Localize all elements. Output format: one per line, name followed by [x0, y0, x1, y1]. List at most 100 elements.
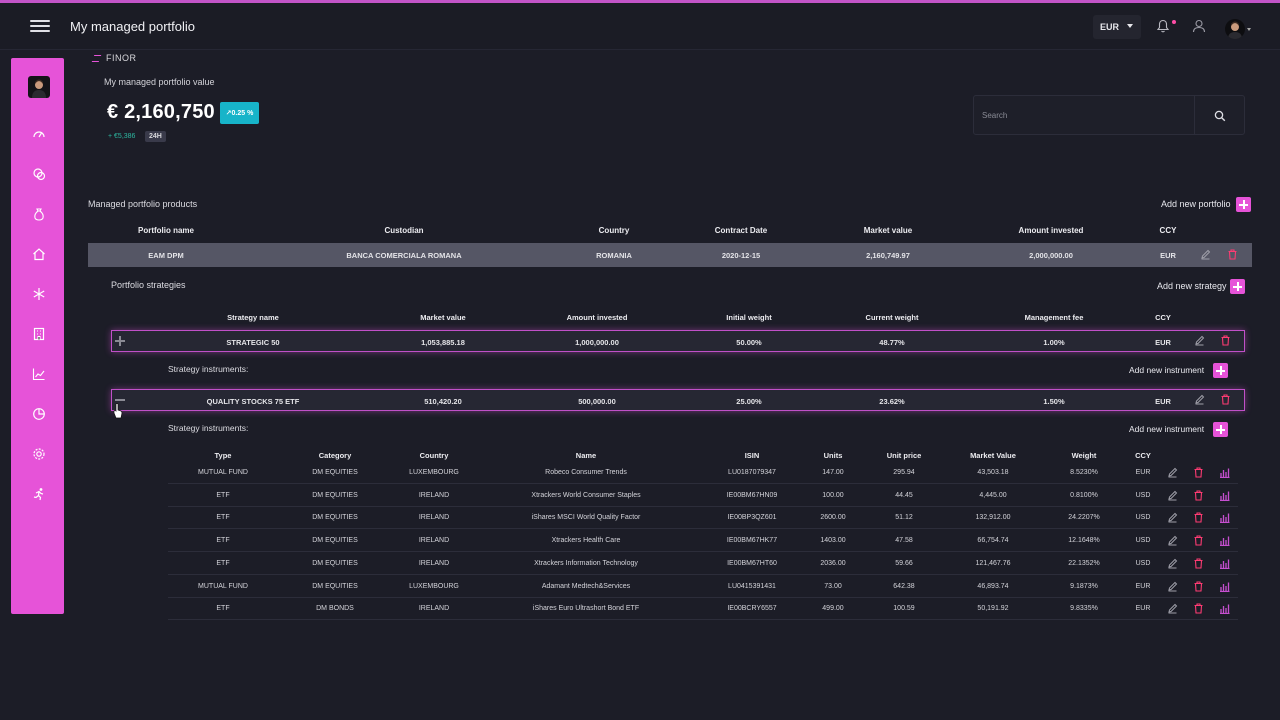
table-row[interactable]: MUTUAL FUND DM EQUITIES LUXEMBOURG Robeco C…	[168, 462, 1238, 484]
col-category: Category	[318, 451, 352, 460]
instrument-category: DM EQUITIES	[312, 469, 358, 476]
add-portfolio-button[interactable]: Add new portfolio	[1161, 199, 1231, 209]
edit-instrument-icon[interactable]	[1167, 535, 1178, 546]
dashboard-icon[interactable]	[32, 127, 46, 141]
edit-instrument-icon[interactable]	[1167, 490, 1178, 501]
add-strategy-plus-icon[interactable]	[1230, 279, 1245, 294]
col-instrument-market-value: Market Value	[970, 451, 1016, 460]
bell-icon[interactable]	[1156, 19, 1170, 33]
delete-instrument-icon[interactable]	[1193, 490, 1204, 501]
instrument-category: DM BONDS	[316, 605, 354, 613]
bar-chart-icon[interactable]	[1219, 603, 1230, 615]
building-icon[interactable]	[32, 327, 46, 341]
pie-chart-icon[interactable]	[32, 407, 46, 421]
table-row[interactable]: ETF DM EQUITIES IRELAND Xtrackers Informati…	[168, 553, 1238, 575]
edit-portfolio-icon[interactable]	[1200, 249, 1211, 260]
hamburger-menu-icon[interactable]	[30, 17, 50, 37]
table-row[interactable]: ETF DM EQUITIES IRELAND Xtrackers Health Ca…	[168, 530, 1238, 553]
strategy-initial-weight: 50.00%	[736, 338, 762, 347]
instrument-isin: LU0415391431	[728, 582, 776, 590]
instrument-category: DM EQUITIES	[312, 537, 358, 545]
add-portfolio-plus-icon[interactable]	[1236, 197, 1251, 212]
search-input[interactable]	[974, 96, 1194, 134]
instrument-units: 1403.00	[820, 537, 846, 545]
edit-instrument-icon[interactable]	[1167, 603, 1178, 614]
delete-strategy-icon[interactable]	[1220, 335, 1231, 346]
strategy-name: QUALITY STOCKS 75 ETF	[206, 397, 300, 406]
delete-strategy-icon[interactable]	[1220, 394, 1231, 405]
instrument-isin: IE00BM67HT60	[727, 559, 777, 567]
edit-instrument-icon[interactable]	[1167, 512, 1178, 523]
instrument-country: LUXEMBOURG	[409, 469, 459, 476]
strategy-current-weight: 48.77%	[879, 338, 905, 347]
col-amount-invested: Amount invested	[1018, 226, 1084, 235]
table-row[interactable]: ETF DM EQUITIES IRELAND iShares MSCI World …	[168, 507, 1238, 530]
table-row[interactable]: ETF DM BONDS IRELAND iShares Euro Ultrashor…	[168, 598, 1238, 621]
col-weight: Weight	[1071, 451, 1097, 460]
add-instrument-button[interactable]: Add new instrument	[1129, 424, 1205, 434]
sidebar-avatar[interactable]	[28, 76, 50, 98]
add-strategy-button[interactable]: Add new strategy	[1157, 281, 1227, 291]
strategy-ccy: EUR	[1155, 338, 1171, 347]
avatar[interactable]	[1225, 19, 1245, 39]
table-row[interactable]: MUTUAL FUND DM EQUITIES LUXEMBOURG Adamant …	[168, 576, 1238, 598]
portfolio-ccy: EUR	[1160, 251, 1176, 260]
avatar-chevron-icon[interactable]	[1247, 28, 1251, 31]
home-icon[interactable]	[32, 247, 46, 261]
collapse-minus-icon[interactable]	[115, 395, 125, 405]
delete-portfolio-icon[interactable]	[1227, 249, 1238, 260]
products-title: Managed portfolio products	[88, 199, 198, 209]
runner-icon[interactable]	[32, 487, 46, 501]
instrument-unit-price: 59.66	[895, 559, 913, 567]
user-icon[interactable]	[1192, 19, 1206, 33]
delete-instrument-icon[interactable]	[1193, 558, 1204, 569]
snowflake-icon[interactable]	[32, 287, 46, 301]
add-instrument-button[interactable]: Add new instrument	[1129, 365, 1205, 375]
bar-chart-icon[interactable]	[1219, 490, 1230, 501]
mouse-cursor-icon	[113, 403, 123, 419]
line-chart-icon[interactable]	[32, 367, 46, 381]
delete-instrument-icon[interactable]	[1193, 535, 1204, 546]
delete-instrument-icon[interactable]	[1193, 467, 1204, 478]
coins-icon[interactable]	[32, 167, 46, 181]
money-bag-icon[interactable]	[32, 207, 46, 221]
table-row[interactable]: ETF DM EQUITIES IRELAND Xtrackers World Con…	[168, 485, 1238, 507]
instrument-weight: 22.1352%	[1068, 559, 1100, 567]
instrument-isin: IE00BP3QZ601	[727, 514, 777, 522]
bar-chart-icon[interactable]	[1219, 512, 1230, 524]
add-instrument-plus-icon[interactable]	[1213, 363, 1228, 378]
edit-instrument-icon[interactable]	[1167, 558, 1178, 569]
portfolio-row[interactable]: EAM DPM BANCA COMERCIALA ROMANA ROMANIA …	[88, 243, 1252, 267]
currency-select[interactable]: EUR	[1093, 15, 1141, 39]
bar-chart-icon[interactable]	[1219, 467, 1230, 478]
strategy-row[interactable]: QUALITY STOCKS 75 ETF 510,420.20 500,000…	[111, 389, 1245, 411]
add-instrument-plus-icon[interactable]	[1213, 422, 1228, 437]
delete-instrument-icon[interactable]	[1193, 603, 1204, 614]
col-country: Country	[598, 226, 630, 235]
edit-instrument-icon[interactable]	[1167, 467, 1178, 478]
strategy-row[interactable]: STRATEGIC 50 1,053,885.18 1,000,000.00 5…	[111, 330, 1245, 352]
expand-plus-icon[interactable]	[115, 336, 125, 346]
edit-strategy-icon[interactable]	[1194, 335, 1205, 346]
search-box	[973, 95, 1245, 135]
bar-chart-icon[interactable]	[1219, 558, 1230, 569]
bar-chart-icon[interactable]	[1219, 535, 1230, 547]
edit-instrument-icon[interactable]	[1167, 581, 1178, 592]
instrument-unit-price: 642.38	[893, 582, 915, 590]
search-icon[interactable]	[1214, 110, 1226, 122]
col-name: Name	[575, 451, 597, 460]
bar-chart-icon[interactable]	[1219, 581, 1230, 592]
instrument-country: IRELAND	[418, 537, 450, 545]
settings-icon[interactable]	[32, 447, 46, 461]
instrument-units: 2600.00	[820, 514, 846, 522]
instrument-units: 147.00	[822, 469, 844, 476]
instrument-units: 2036.00	[820, 559, 846, 567]
delete-instrument-icon[interactable]	[1193, 580, 1204, 592]
delete-instrument-icon[interactable]	[1193, 512, 1204, 523]
col-current-weight: Current weight	[865, 313, 919, 322]
col-strategy-name: Strategy name	[227, 313, 279, 322]
col-contract-date: Contract Date	[714, 226, 768, 235]
edit-strategy-icon[interactable]	[1194, 394, 1205, 405]
instrument-ccy: EUR	[1135, 582, 1151, 590]
col-type: Type	[214, 451, 232, 460]
